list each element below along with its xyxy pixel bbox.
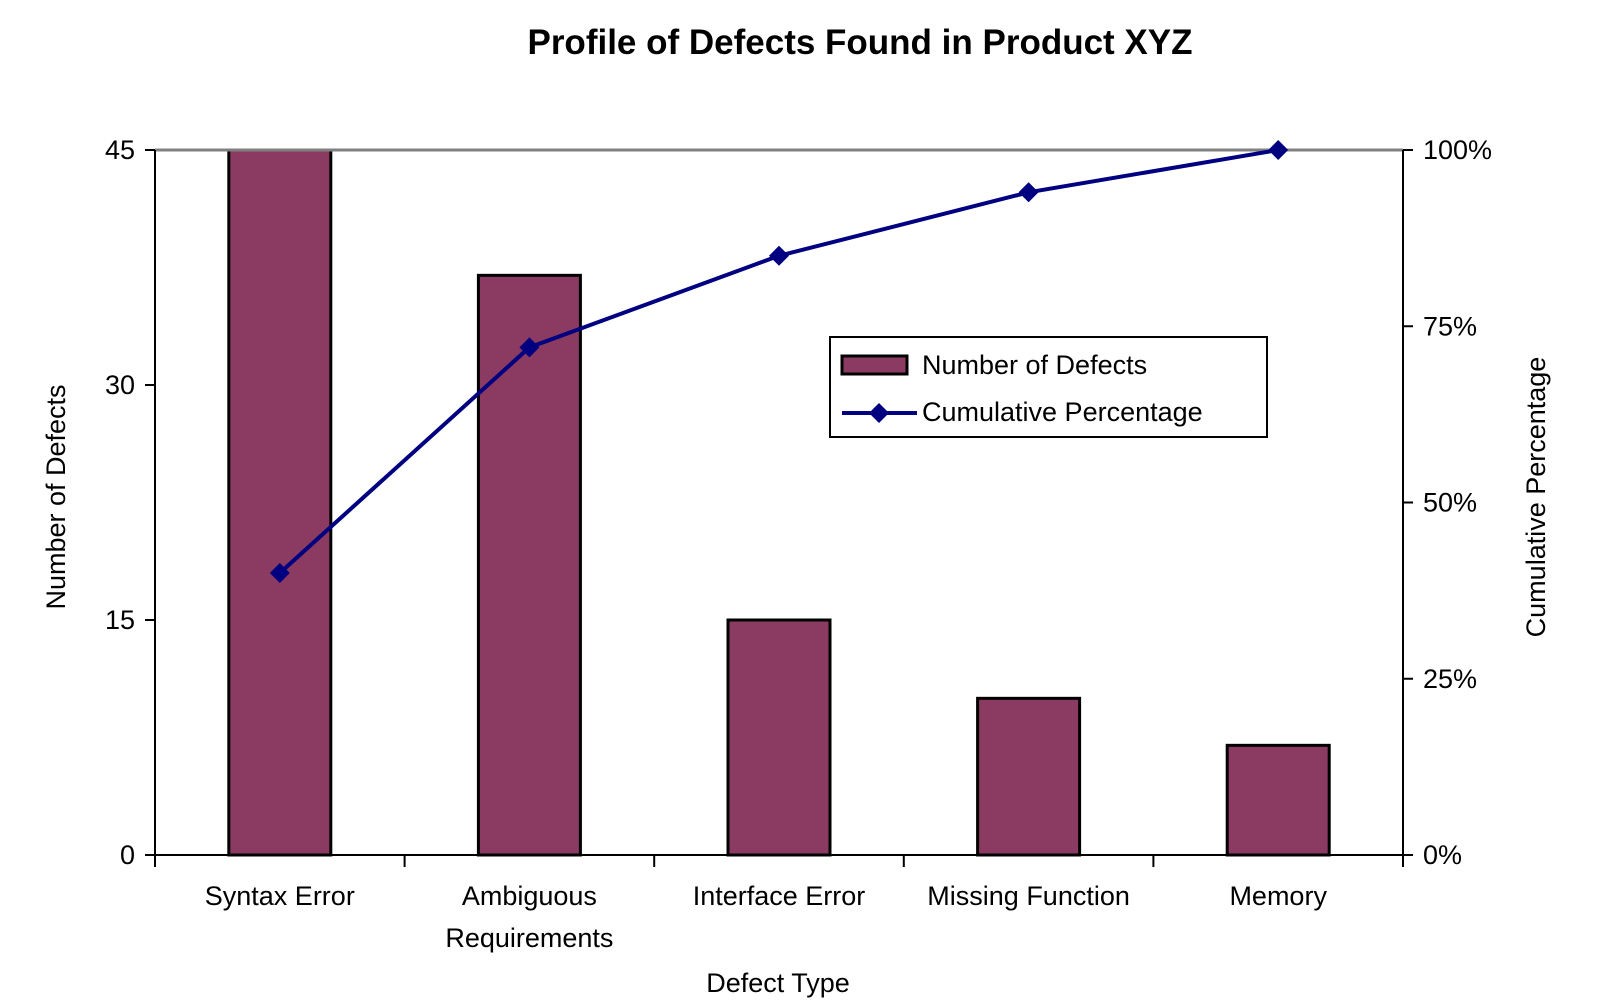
x-tick-label: Interface Error	[693, 881, 866, 911]
x-tick-label: Requirements	[445, 923, 613, 953]
x-tick-label: Syntax Error	[205, 881, 355, 911]
y2-tick-label: 50%	[1423, 488, 1477, 518]
bar	[726, 618, 832, 857]
legend-label: Cumulative Percentage	[922, 397, 1203, 427]
cumulative-marker	[769, 245, 789, 266]
y-tick-label: 45	[105, 135, 135, 165]
x-tick-label: Missing Function	[927, 881, 1130, 911]
plot-area: 0 15 30 45 0% 25% 50% 75% 100% Syntax Error Ambigu…	[105, 135, 1492, 953]
x-tick-label: Ambiguous	[462, 881, 597, 911]
cumulative-marker	[1268, 140, 1289, 160]
cumulative-marker	[519, 337, 540, 358]
y2-tick-label: 0%	[1423, 840, 1462, 870]
cumulative-marker	[269, 563, 290, 583]
y2-axis-title: Cumulative Percentage	[1521, 357, 1551, 638]
y-tick-label: 0	[120, 840, 135, 870]
bar	[1225, 743, 1331, 857]
legend-box	[829, 336, 1268, 438]
y2-tick-label: 100%	[1423, 135, 1492, 165]
y2-tick-label: 25%	[1423, 664, 1477, 694]
legend-marker-swatch	[869, 403, 889, 423]
x-tick-label: Memory	[1229, 881, 1327, 911]
y-axis-title: Number of Defects	[41, 384, 71, 609]
legend-label: Number of Defects	[922, 350, 1147, 380]
bar	[476, 273, 582, 857]
y2-tick-label: 75%	[1423, 311, 1477, 341]
legend-bar-swatch	[840, 354, 909, 376]
bar	[976, 696, 1082, 857]
bar	[227, 148, 333, 857]
cumulative-marker	[1018, 182, 1039, 203]
y-tick-label: 30	[105, 370, 135, 400]
x-axis-title: Defect Type	[706, 968, 850, 998]
chart-title: Profile of Defects Found in Product XYZ	[527, 23, 1192, 62]
y-tick-label: 15	[105, 605, 135, 635]
